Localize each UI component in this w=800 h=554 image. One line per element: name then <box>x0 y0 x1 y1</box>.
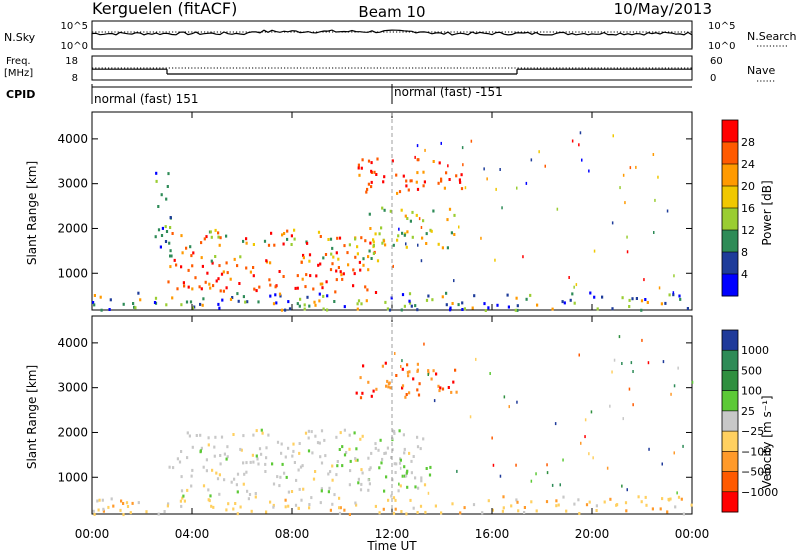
colorbar-tick-label: 100 <box>741 385 762 398</box>
y-tick-label: 2000 <box>57 221 88 235</box>
velocity-colorbar: 1000 500 100 25 −25 −100 −500 −1000 <box>721 329 778 513</box>
colorbar-tick-label: −1000 <box>741 486 778 499</box>
beam-title: Beam 10 <box>358 3 425 21</box>
colorbar-tick-label: 28 <box>741 136 755 149</box>
y-tick-label: 3000 <box>57 381 88 395</box>
x-tick-label: 16:00 <box>475 527 510 541</box>
colorbar-swatch <box>722 330 738 351</box>
nsky-tick-top: 10^5 <box>61 21 88 32</box>
nsearch-label: N.Search <box>747 30 797 43</box>
nave-label: Nave <box>747 64 775 77</box>
velocity-colorbar-label: Velocity [m s⁻¹] <box>760 395 774 488</box>
y-tick-label: 1000 <box>57 266 88 280</box>
y-tick-label: 3000 <box>57 177 88 191</box>
nave-tick-bottom: 0 <box>710 73 716 84</box>
cpid-segment-2: normal (fast) -151 <box>394 85 503 99</box>
nsky-series-line <box>91 29 693 48</box>
scatter-region-2 <box>168 228 380 263</box>
x-tick-label: 12:00 <box>375 527 410 541</box>
y-tick-label: 1000 <box>57 470 88 484</box>
colorbar-swatch <box>722 491 738 513</box>
freq-label: Freq. <box>6 56 31 67</box>
y-tick-label: 2000 <box>57 425 88 439</box>
scatter-region-0 <box>92 291 689 312</box>
x-tick-label: 08:00 <box>275 527 310 541</box>
sparse-noise <box>392 131 675 295</box>
scatter-region-5 <box>357 157 464 195</box>
scatter-region-4 <box>368 206 456 250</box>
colorbar-tick-label: −500 <box>741 466 771 479</box>
colorbar-tick-label: 20 <box>741 180 755 193</box>
nsearch-tick-top: 10^5 <box>708 21 735 32</box>
y-tick-label: 4000 <box>57 132 88 146</box>
scatter-region-1 <box>167 260 378 294</box>
colorbar-tick-label: −25 <box>741 425 764 438</box>
freq-unit: [MHz] <box>4 68 33 79</box>
colorbar-swatch <box>722 350 738 371</box>
colorbar-tick-label: 4 <box>741 268 748 281</box>
colorbar-tick-label: 16 <box>741 202 755 215</box>
colorbar-tick-label: 25 <box>741 405 755 418</box>
colorbar-swatch <box>722 186 738 209</box>
station-title: Kerguelen (fitACF) <box>92 0 237 18</box>
power-panel: 1000 2000 3000 4000 <box>57 111 693 312</box>
colorbar-swatch <box>722 208 738 231</box>
scatter-region-0 <box>92 495 693 517</box>
colorbar-tick-label: 12 <box>741 224 755 237</box>
colorbar-swatch <box>722 390 738 412</box>
cpid-segment-1: normal (fast) 151 <box>94 92 198 106</box>
scatter-region-2 <box>355 361 458 400</box>
colorbar-tick-label: 8 <box>741 246 748 259</box>
nave-tick-top: 60 <box>710 56 723 67</box>
power-colorbar-label: Power [dB] <box>760 180 774 245</box>
x-axis-label: Time UT <box>366 539 417 553</box>
colorbar-swatch <box>722 370 738 392</box>
scatter-region-3 <box>154 171 172 249</box>
colorbar-swatch <box>722 120 738 143</box>
nsky-strip-frame <box>91 20 693 50</box>
colorbar-swatch <box>722 471 738 493</box>
colorbar-swatch <box>722 142 738 165</box>
scatter-region-1 <box>168 428 432 498</box>
power-colorbar: 28 24 20 16 12 8 4 <box>721 119 755 297</box>
nsky-label: N.Sky <box>4 31 36 44</box>
colorbar-swatch <box>722 274 738 297</box>
colorbar-swatch <box>722 431 738 452</box>
velocity-panel: 1000 2000 3000 4000 <box>57 315 694 517</box>
colorbar-tick-label: 24 <box>741 158 755 171</box>
sparse-noise <box>394 335 694 495</box>
x-tick-label: 00:00 <box>75 527 110 541</box>
colorbar-swatch <box>722 410 738 432</box>
colorbar-tick-label: −100 <box>741 445 771 458</box>
colorbar-swatch <box>722 451 738 472</box>
power-y-axis-label: Slant Range [km] <box>25 161 39 265</box>
x-tick-label: 04:00 <box>175 527 210 541</box>
velocity-y-axis-label: Slant Range [km] <box>25 365 39 469</box>
colorbar-frame <box>721 329 739 513</box>
colorbar-swatch <box>722 164 738 187</box>
colorbar-swatch <box>722 230 738 253</box>
date-title: 10/May/2013 <box>614 0 712 18</box>
nsearch-tick-bottom: 10^0 <box>708 41 735 52</box>
colorbar-tick-label: 500 <box>741 364 762 377</box>
colorbar-swatch <box>722 252 738 275</box>
nsky-tick-bottom: 10^0 <box>61 41 88 52</box>
x-tick-labels: 00:00 04:00 08:00 12:00 16:00 20:00 00:00 <box>75 527 710 541</box>
freq-tick-top: 18 <box>65 56 78 67</box>
colorbar-tick-label: 1000 <box>741 344 769 357</box>
cpid-label: CPID <box>6 88 35 101</box>
y-tick-label: 4000 <box>57 336 88 350</box>
freq-series-line <box>92 68 692 75</box>
freq-tick-bottom: 8 <box>72 73 78 84</box>
x-tick-label: 20:00 <box>575 527 610 541</box>
x-tick-label: 00:00 <box>675 527 710 541</box>
